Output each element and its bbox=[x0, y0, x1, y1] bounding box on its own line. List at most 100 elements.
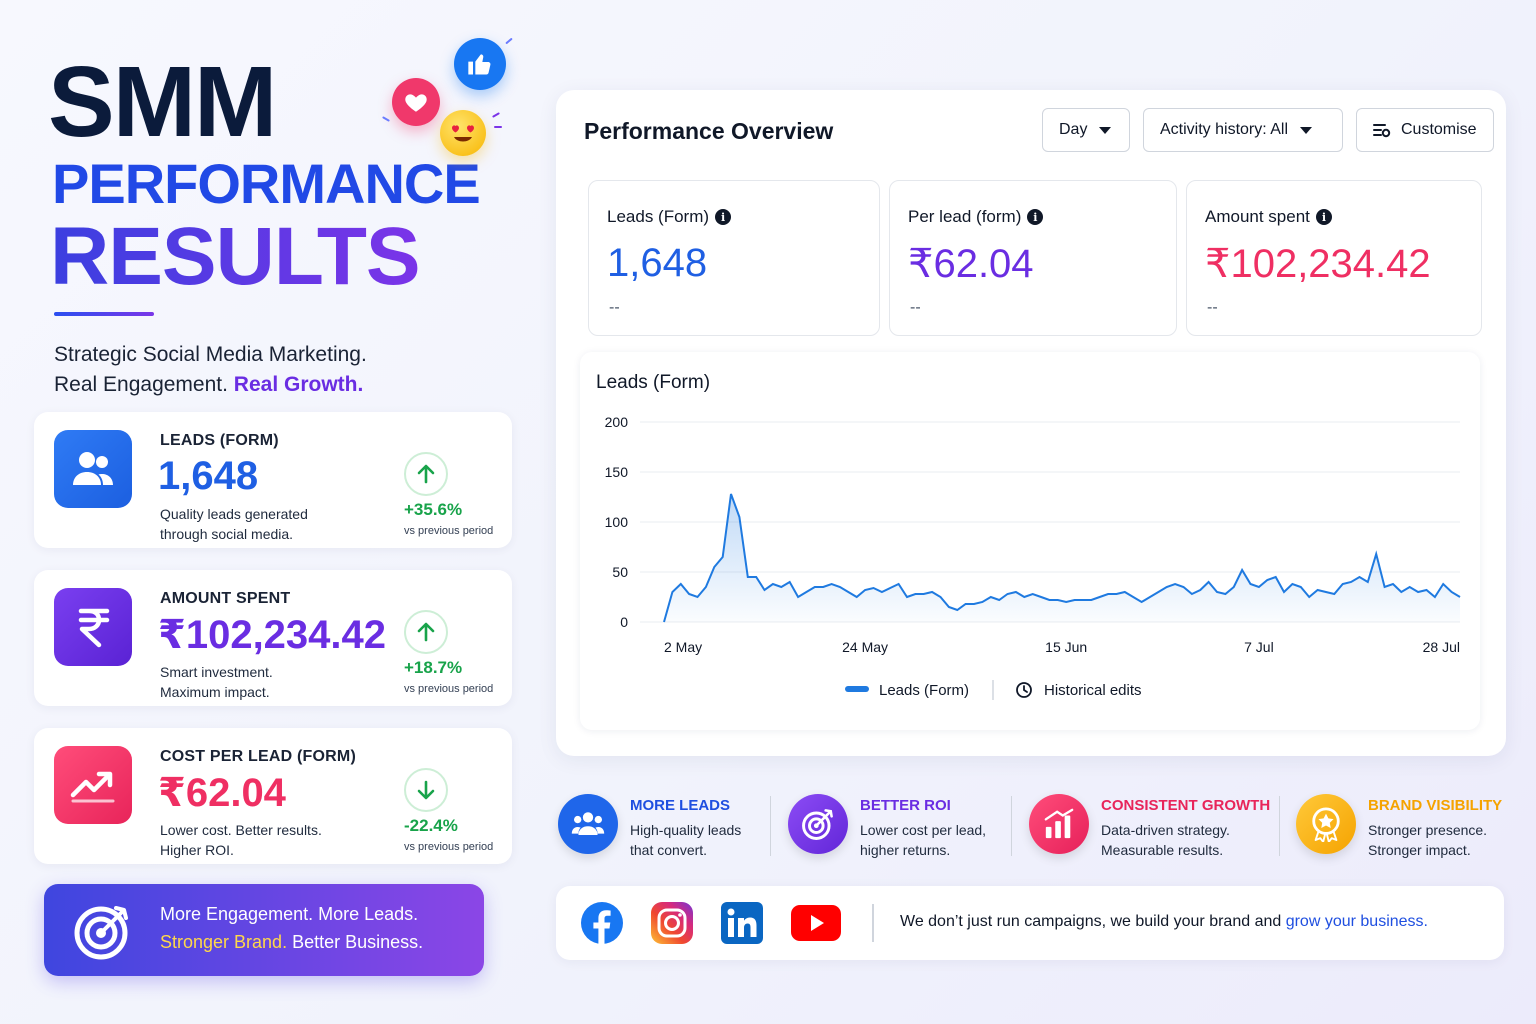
metric-value: 1,648 bbox=[607, 241, 708, 285]
target-icon bbox=[74, 902, 132, 960]
benefit-desc-line2: Measurable results. bbox=[1101, 842, 1224, 858]
kpi-change: +18.7% bbox=[404, 658, 463, 677]
benefit-more-leads: MORE LEADS High-quality leads that conver… bbox=[558, 792, 758, 862]
benefit-title: BRAND VISIBILITY bbox=[1368, 797, 1503, 814]
day-dropdown[interactable]: Day bbox=[1042, 108, 1130, 152]
history-icon bbox=[1016, 682, 1032, 698]
facebook-icon[interactable] bbox=[580, 901, 624, 945]
heart-icon bbox=[392, 78, 440, 126]
hero-title-results: RESULTS bbox=[50, 211, 421, 302]
benefit-brand-visibility: BRAND VISIBILITY Stronger presence. Stron… bbox=[1296, 792, 1511, 862]
benefit-desc-line2: that convert. bbox=[630, 842, 708, 858]
benefit-desc-line2: higher returns. bbox=[860, 842, 951, 858]
info-icon[interactable]: i bbox=[715, 209, 732, 225]
kpi-desc-line2: Higher ROI. bbox=[160, 842, 234, 858]
users-icon bbox=[54, 430, 132, 508]
benefit-description: Lower cost per lead, higher returns. bbox=[860, 820, 986, 860]
metric-label-text: Per lead (form) bbox=[908, 207, 1022, 226]
youtube-icon[interactable] bbox=[790, 904, 842, 942]
y-tick-label: 150 bbox=[605, 464, 629, 480]
benefit-description: High-quality leads that convert. bbox=[630, 820, 741, 860]
metric-card-leads[interactable]: Leads (Form) i 1,648 -- bbox=[588, 180, 880, 336]
legend-series-label[interactable]: Leads (Form) bbox=[879, 682, 969, 699]
metric-label-text: Leads (Form) bbox=[607, 207, 710, 226]
kpi-description: Quality leads generated through social me… bbox=[160, 504, 308, 544]
kpi-comparison-note: vs previous period bbox=[404, 841, 494, 853]
kpi-comparison-note: vs previous period bbox=[404, 525, 494, 537]
kpi-description: Smart investment. Maximum impact. bbox=[160, 662, 273, 702]
benefit-divider bbox=[1279, 796, 1280, 856]
hero-title-smm: SMM bbox=[48, 46, 277, 158]
y-tick-label: 50 bbox=[612, 564, 628, 580]
arrow-up-icon bbox=[404, 452, 448, 496]
kpi-value: ₹62.04 bbox=[158, 771, 286, 815]
metric-label-text: Amount spent bbox=[1205, 207, 1310, 226]
chevron-down-icon bbox=[1300, 126, 1313, 134]
benefit-better-roi: BETTER ROI Lower cost per lead, higher re… bbox=[788, 792, 998, 862]
sparkle-decoration bbox=[505, 37, 513, 45]
kpi-change: +35.6% bbox=[404, 500, 463, 519]
y-tick-label: 200 bbox=[605, 414, 629, 430]
kpi-card-cost-per-lead: COST PER LEAD (FORM) ₹62.04 Lower cost. … bbox=[34, 728, 512, 864]
kpi-change: -22.4% bbox=[404, 816, 458, 835]
benefit-title: BETTER ROI bbox=[860, 797, 951, 814]
target-icon bbox=[788, 794, 848, 854]
metric-card-amount-spent[interactable]: Amount spent i ₹102,234.42 -- bbox=[1186, 180, 1482, 336]
kpi-label: COST PER LEAD (FORM) bbox=[160, 748, 356, 765]
tagline-engagement: Real Engagement. bbox=[54, 373, 228, 396]
legend-historical-edits[interactable]: Historical edits bbox=[1044, 682, 1142, 699]
hero-tagline: Strategic Social Media Marketing. Real E… bbox=[54, 340, 367, 400]
chart-title: Leads (Form) bbox=[596, 372, 711, 393]
badge-icon bbox=[1296, 794, 1356, 854]
promo-line2: Stronger Brand. Better Business. bbox=[160, 932, 423, 953]
y-tick-label: 100 bbox=[605, 514, 629, 530]
benefit-divider bbox=[1011, 796, 1012, 856]
benefit-desc-line1: Data-driven strategy. bbox=[1101, 822, 1230, 838]
tagline-line2: Real Engagement. Real Growth. bbox=[54, 370, 367, 400]
instagram-icon[interactable] bbox=[650, 901, 694, 945]
customise-button[interactable]: Customise bbox=[1356, 108, 1494, 152]
grow-business-link[interactable]: grow your business. bbox=[1285, 913, 1428, 930]
chevron-down-icon bbox=[1099, 126, 1112, 134]
kpi-comparison-note: vs previous period bbox=[404, 683, 494, 695]
leads-line-chart[interactable]: 0 50 100 150 200 2 May 24 May 15 Jun 7 Jul 28 Ju… bbox=[580, 352, 1480, 730]
benefit-consistent-growth: CONSISTENT GROWTH Data-driven strategy. M… bbox=[1029, 792, 1271, 862]
social-footer-bar: We don’t just run campaigns, we build yo… bbox=[556, 886, 1504, 960]
kpi-desc-line1: Quality leads generated bbox=[160, 506, 308, 522]
day-dropdown-label: Day bbox=[1059, 121, 1088, 138]
kpi-desc-line2: through social media. bbox=[160, 526, 294, 542]
benefit-title: CONSISTENT GROWTH bbox=[1101, 797, 1271, 814]
promo-line1: More Engagement. More Leads. bbox=[160, 904, 419, 924]
promo-banner: More Engagement. More Leads. Stronger Br… bbox=[44, 884, 484, 976]
trend-up-icon bbox=[54, 746, 132, 824]
y-tick-label: 0 bbox=[620, 614, 628, 630]
kpi-label: LEADS (FORM) bbox=[160, 432, 279, 449]
promo-better-business: Better Business. bbox=[292, 932, 424, 952]
x-tick-label: 15 Jun bbox=[1045, 639, 1087, 655]
kpi-desc-line2: Maximum impact. bbox=[160, 684, 270, 700]
hero-underline bbox=[54, 312, 154, 316]
benefit-description: Data-driven strategy. Measurable results. bbox=[1101, 820, 1230, 860]
kpi-label: AMOUNT SPENT bbox=[160, 590, 291, 607]
leads-series-line bbox=[663, 493, 1461, 623]
info-icon[interactable]: i bbox=[1315, 209, 1332, 225]
metric-card-per-lead[interactable]: Per lead (form) i ₹62.04 -- bbox=[889, 180, 1177, 336]
kpi-card-leads: LEADS (FORM) 1,648 Quality leads generat… bbox=[34, 412, 512, 548]
benefit-title: MORE LEADS bbox=[630, 797, 731, 814]
activity-history-dropdown[interactable]: Activity history: All bbox=[1143, 108, 1343, 152]
social-divider bbox=[872, 904, 874, 942]
metric-comparison: -- bbox=[609, 299, 620, 316]
heart-eyes-emoji-icon bbox=[440, 110, 486, 156]
metric-label: Amount spent i bbox=[1205, 207, 1332, 227]
metric-label: Leads (Form) i bbox=[607, 207, 732, 227]
hero-title-performance: PERFORMANCE bbox=[52, 152, 481, 215]
linkedin-icon[interactable] bbox=[720, 901, 764, 945]
social-tagline-text: We don’t just run campaigns, we build yo… bbox=[900, 913, 1286, 930]
kpi-desc-line1: Smart investment. bbox=[160, 664, 273, 680]
leads-area-fill bbox=[664, 494, 1460, 622]
kpi-card-amount-spent: AMOUNT SPENT ₹102,234.42 Smart investmen… bbox=[34, 570, 512, 706]
customise-label: Customise bbox=[1401, 121, 1477, 138]
promo-stronger-brand: Stronger Brand. bbox=[160, 932, 288, 952]
info-icon[interactable]: i bbox=[1027, 209, 1044, 225]
sparkle-decoration bbox=[494, 126, 502, 128]
